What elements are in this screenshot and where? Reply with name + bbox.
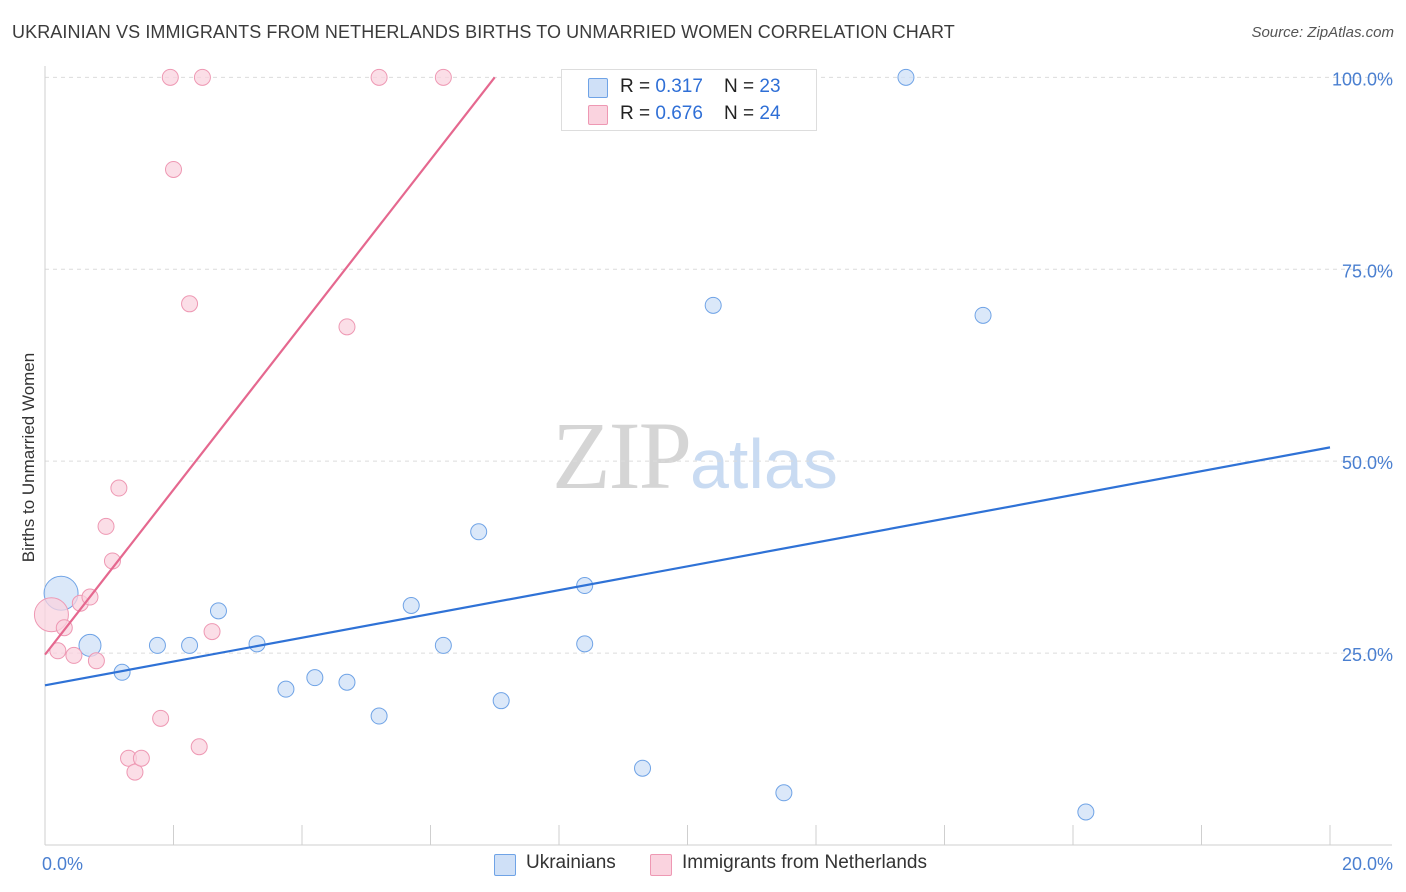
- legend-n-value: 24: [759, 103, 781, 124]
- ukrainians-point: [370, 707, 388, 725]
- legend-n-label: N =: [724, 76, 760, 97]
- ukrainians-point: [248, 635, 266, 653]
- netherlands-point: [49, 642, 67, 660]
- netherlands-point: [370, 68, 388, 86]
- legend-n-value: 23: [759, 76, 781, 97]
- axis-layer: [44, 66, 1392, 846]
- series-legend-swatch-netherlands: [650, 854, 672, 876]
- netherlands-point: [87, 652, 105, 670]
- legend-r-value: 0.317: [655, 76, 703, 97]
- ukrainians-point: [576, 635, 594, 653]
- legend-text-netherlands: R = 0.676 N = 24: [620, 103, 781, 125]
- ukrainians-point: [897, 68, 915, 86]
- netherlands-point: [190, 738, 208, 756]
- x-tick-label: 20.0%: [1342, 854, 1393, 874]
- netherlands-trend-line: [44, 76, 496, 656]
- legend-r-label: R =: [620, 76, 656, 97]
- legend-n-label: N =: [724, 103, 760, 124]
- correlation-legend: R = 0.317 N = 23 R = 0.676 N = 24: [561, 69, 817, 131]
- series-legend-swatch-ukrainians: [494, 854, 516, 876]
- netherlands-point: [181, 295, 199, 313]
- netherlands-point: [203, 623, 221, 641]
- netherlands-point: [338, 318, 356, 336]
- ukrainians-point: [434, 636, 452, 654]
- ukrainians-point: [775, 784, 793, 802]
- y-tick-label: 50.0%: [1342, 453, 1393, 473]
- legend-r-label: R =: [620, 103, 656, 124]
- netherlands-point: [161, 68, 179, 86]
- netherlands-point: [152, 709, 170, 727]
- netherlands-point: [65, 646, 83, 664]
- x-tick-label: 0.0%: [42, 854, 83, 874]
- ukrainians-point: [148, 636, 166, 654]
- series-legend: Ukrainians Immigrants from Netherlands: [0, 852, 1406, 878]
- ukrainians-point: [492, 692, 510, 710]
- label-layer: 25.0% 50.0% 75.0% 100.0% 0.0% 20.0% Births to …: [19, 69, 1393, 874]
- ukrainians-point: [209, 602, 227, 620]
- watermark-atlas: atlas: [690, 425, 838, 503]
- y-axis-title: Births to Unmarried Women: [19, 353, 38, 562]
- watermark-zip: ZIP: [552, 402, 692, 509]
- chart-title: UKRAINIAN VS IMMIGRANTS FROM NETHERLANDS…: [12, 22, 955, 42]
- ukrainians-point: [306, 669, 324, 687]
- ukrainians-point: [402, 596, 420, 614]
- ukrainians-point: [1077, 803, 1095, 821]
- y-tick-label: 100.0%: [1332, 69, 1393, 89]
- points-layer: [33, 68, 1095, 821]
- netherlands-point: [97, 517, 115, 535]
- trend-layer: [44, 76, 1331, 687]
- netherlands-point: [126, 763, 144, 781]
- legend-swatch-ukrainians: [588, 78, 608, 98]
- netherlands-point: [193, 68, 211, 86]
- legend-text-ukrainians: R = 0.317 N = 23: [620, 76, 781, 98]
- series-legend-label-ukrainians: Ukrainians: [526, 852, 616, 873]
- series-legend-label-netherlands: Immigrants from Netherlands: [682, 852, 927, 873]
- ukrainians-point: [277, 680, 295, 698]
- chart-source: Source: ZipAtlas.com: [1251, 24, 1394, 41]
- netherlands-point: [434, 68, 452, 86]
- ukrainians-point: [634, 759, 652, 777]
- ukrainians-trend-line: [44, 446, 1331, 687]
- ukrainians-point: [470, 523, 488, 541]
- netherlands-point: [165, 160, 182, 178]
- ukrainians-point: [704, 296, 722, 314]
- ukrainians-point: [974, 306, 992, 324]
- y-tick-label: 25.0%: [1342, 645, 1393, 665]
- watermark: ZIPatlas: [552, 400, 838, 511]
- legend-r-value: 0.676: [655, 103, 703, 124]
- netherlands-point: [132, 749, 150, 767]
- netherlands-point: [110, 479, 128, 497]
- y-tick-label: 75.0%: [1342, 261, 1393, 281]
- ukrainians-point: [181, 636, 199, 654]
- ukrainians-point: [338, 673, 356, 691]
- legend-swatch-netherlands: [588, 105, 608, 125]
- grid-layer: [45, 76, 1392, 654]
